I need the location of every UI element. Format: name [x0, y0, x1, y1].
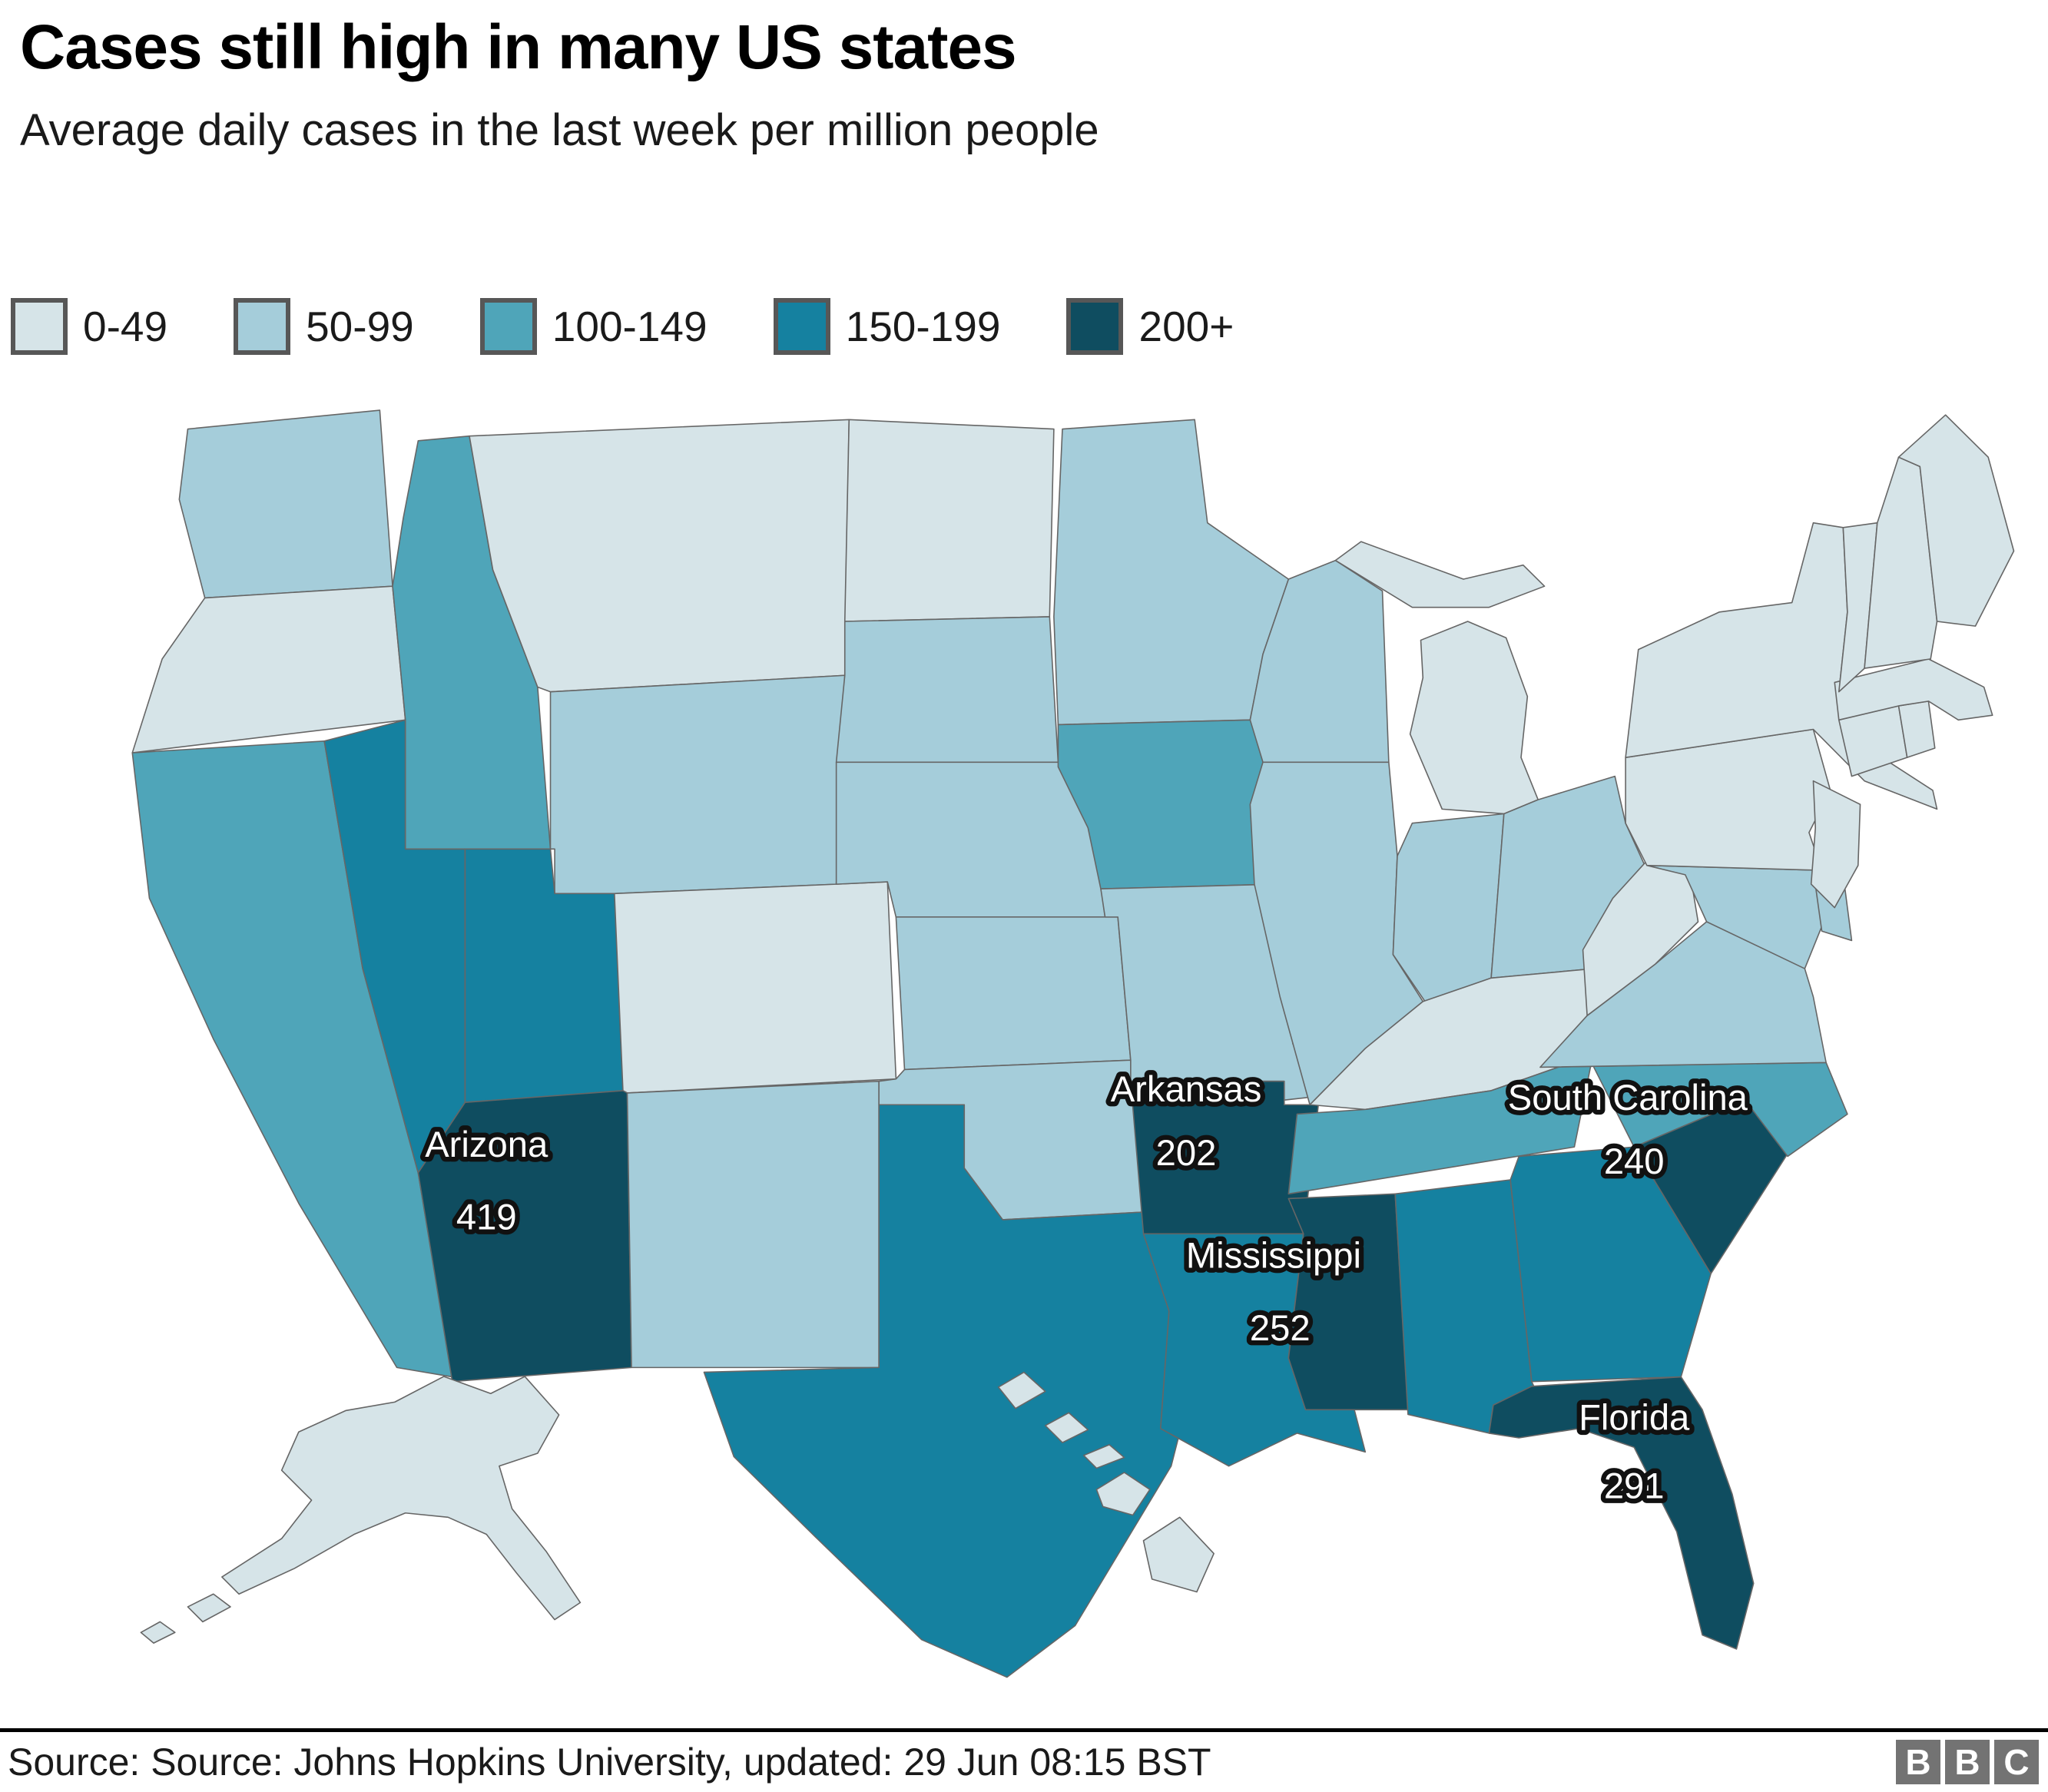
state-label-arkansas-name: Arkansas: [1111, 1068, 1262, 1109]
state-washington: [179, 410, 393, 598]
state-maine: [1899, 415, 2014, 626]
state-wyoming: [551, 675, 845, 893]
state-label-florida-value: 291: [1604, 1466, 1665, 1506]
map-labels: Arizona 419 Arkansas 202 Mississippi 252…: [420, 1064, 1753, 1511]
bbc-logo: B B C: [1896, 1740, 2039, 1784]
legend-label-150-199: 150-199: [845, 302, 1001, 350]
bbc-logo-letter-c: C: [1994, 1740, 2039, 1784]
legend-label-200plus: 200+: [1138, 302, 1234, 350]
state-north-dakota: [845, 419, 1054, 621]
chart-subtitle: Average daily cases in the last week per…: [20, 104, 1099, 155]
state-label-florida-name: Florida: [1579, 1397, 1690, 1438]
state-label-arkansas-value: 202: [1156, 1133, 1217, 1174]
state-kansas: [896, 917, 1130, 1070]
bbc-logo-letter-b2: B: [1945, 1740, 1990, 1784]
state-massachusetts: [1834, 659, 1992, 720]
legend-label-50-99: 50-99: [306, 302, 414, 350]
source-text: Source: Source: Johns Hopkins University…: [8, 1741, 1211, 1784]
state-label-arizona-value: 419: [456, 1197, 517, 1237]
state-oregon: [132, 586, 405, 753]
state-indiana: [1393, 813, 1503, 1001]
state-montana: [469, 419, 849, 691]
legend-swatch-150-199: [773, 297, 830, 355]
legend-item-200plus: 200+: [1066, 297, 1234, 355]
legend-swatch-200plus: [1066, 297, 1124, 355]
state-label-mississippi-value: 252: [1250, 1307, 1311, 1348]
chart-header: Cases still high in many US states Avera…: [0, 0, 2048, 155]
us-choropleth-map: Arizona 419 Arkansas 202 Mississippi 252…: [0, 363, 2048, 1731]
legend-item-50-99: 50-99: [234, 297, 414, 355]
state-minnesota: [1054, 419, 1288, 724]
state-florida: [1489, 1376, 1753, 1648]
state-mississippi: [1288, 1194, 1408, 1409]
legend-swatch-0-49: [11, 297, 68, 355]
state-south-dakota: [837, 617, 1059, 762]
state-alaska: [141, 1376, 580, 1643]
state-texas: [704, 1105, 1207, 1677]
legend: 0-49 50-99 100-149 150-199 200+: [11, 297, 2048, 355]
legend-label-100-149: 100-149: [552, 302, 708, 350]
footer: Source: Source: Johns Hopkins University…: [0, 1728, 2048, 1792]
state-vermont: [1839, 522, 1877, 691]
legend-item-0-49: 0-49: [11, 297, 168, 355]
map-container: Arizona 419 Arkansas 202 Mississippi 252…: [0, 363, 2048, 1731]
state-new-jersey: [1811, 780, 1861, 907]
bbc-logo-letter-b1: B: [1896, 1740, 1940, 1784]
state-colorado: [615, 882, 896, 1093]
state-label-mississippi-name: Mississippi: [1186, 1235, 1361, 1276]
legend-label-0-49: 0-49: [83, 302, 168, 350]
state-hawaii: [999, 1372, 1214, 1592]
state-north-carolina: [1540, 1062, 1848, 1156]
state-label-south-carolina-name: South Carolina: [1508, 1078, 1748, 1118]
legend-item-150-199: 150-199: [773, 297, 1001, 355]
legend-swatch-100-149: [479, 297, 537, 355]
chart-title: Cases still high in many US states: [20, 12, 1017, 82]
legend-item-100-149: 100-149: [479, 297, 708, 355]
state-label-south-carolina-value: 240: [1604, 1141, 1665, 1182]
state-new-mexico: [627, 1081, 879, 1367]
legend-swatch-50-99: [234, 297, 291, 355]
state-label-arizona-name: Arizona: [425, 1125, 548, 1165]
